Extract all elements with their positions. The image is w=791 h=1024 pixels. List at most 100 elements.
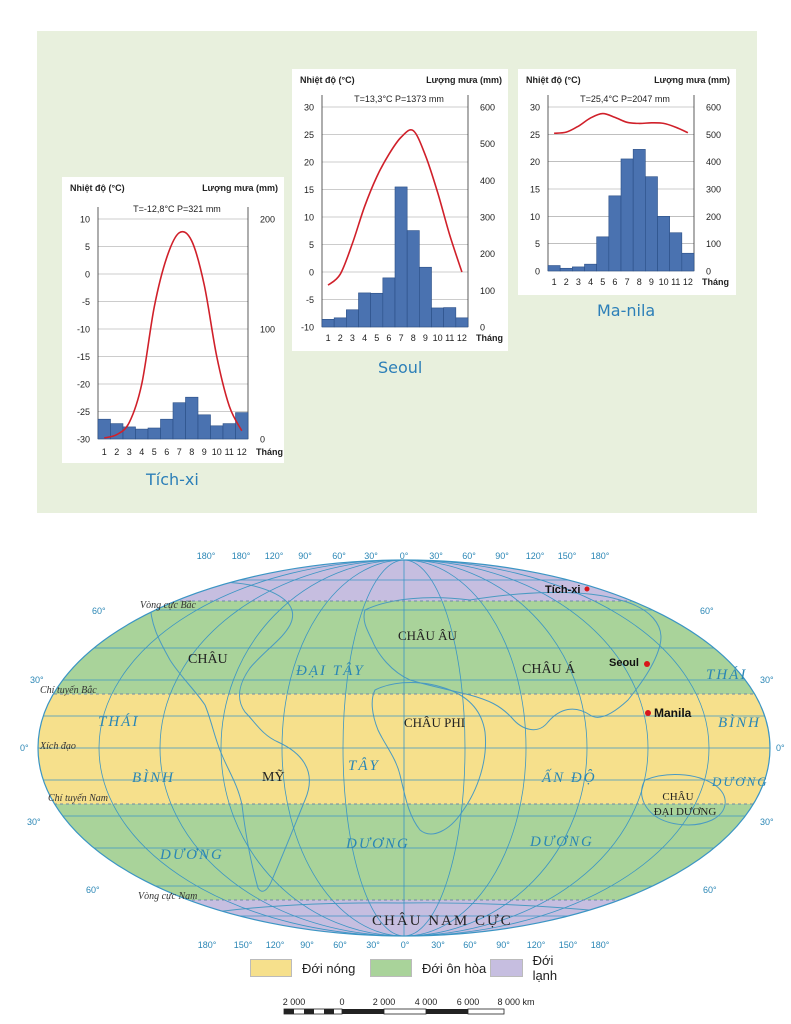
- month-label: 8: [189, 447, 194, 457]
- rain-bar: [455, 317, 469, 328]
- chart-card-manila: 30 25 20 15 10 5 0 600 500 400 300 200 100 0 1 2 3 4 5 6 7 8 9…: [518, 69, 736, 295]
- lat-label-n60-right: 60°: [700, 606, 714, 616]
- chart-annotation: T=13,3°C P=1373 mm: [354, 94, 444, 104]
- right-tick-label: 500: [480, 139, 495, 149]
- right-tick-label: 100: [706, 239, 721, 249]
- city-markers: Tích-xi Seoul Manila: [545, 584, 692, 720]
- month-label: 4: [588, 277, 593, 287]
- left-tick-label: -15: [77, 352, 90, 362]
- ocean-label-atlantic-3: DƯƠNG: [345, 836, 410, 852]
- month-label: 8: [411, 333, 416, 343]
- top-lon-label: 60°: [332, 551, 346, 561]
- left-tick-label: 25: [304, 130, 314, 140]
- scale-label: 4 000: [415, 997, 438, 1007]
- month-label: 4: [362, 333, 367, 343]
- top-lon-label: 180°: [591, 551, 610, 561]
- left-tick-label: 5: [85, 242, 90, 252]
- top-lon-label: 90°: [495, 551, 509, 561]
- top-lon-label: 30°: [429, 551, 443, 561]
- arctic-circle-label: Vòng cực Bắc: [140, 600, 197, 611]
- bottom-longitude-labels: 180° 150° 120° 90° 60° 30° 0° 30° 60° 90…: [198, 940, 610, 950]
- scale-bar: 2 000 0 2 000 4 000 6 000 8 000 km: [283, 997, 535, 1015]
- month-label: 3: [127, 447, 132, 457]
- tropic-cancer-label: Chí tuyến Bắc: [40, 685, 97, 696]
- chart-card-tiksi: 10 5 0 -5 -10 -15 -20 -25 -30 200 100 0 1 2 3 4 5 6 7 8 9 10 1…: [62, 177, 284, 463]
- rain-bar: [370, 292, 384, 328]
- month-label: 9: [202, 447, 207, 457]
- ocean-label-pacific-w2: BÌNH: [132, 769, 175, 786]
- left-tick-label: 10: [530, 212, 540, 222]
- left-tick-label: -5: [306, 295, 314, 305]
- rain-bar: [406, 230, 420, 328]
- top-lon-label: 30°: [364, 551, 378, 561]
- legend-item-temperate: Đới ôn hòa: [370, 958, 486, 978]
- latitude-labels: 60° 60° 30° 30° 0° 0° 30° 30° 60° 60°: [20, 606, 785, 895]
- rain-bar: [333, 317, 347, 328]
- ocean-label-atlantic-2: TÂY: [348, 757, 380, 774]
- month-label: 7: [625, 277, 630, 287]
- ocean-label-pacific-w3: DƯƠNG: [159, 847, 224, 863]
- month-label: 2: [338, 333, 343, 343]
- continent-label-oceania-1: CHÂU: [662, 791, 693, 803]
- left-tick-label: 20: [530, 157, 540, 167]
- chart-annotation: T=-12,8°C P=321 mm: [133, 204, 221, 214]
- tropic-capricorn-label: Chí tuyến Nam: [48, 793, 108, 804]
- month-label: 11: [445, 333, 454, 343]
- right-tick-label: 0: [260, 435, 265, 445]
- bottom-lon-label: 0°: [401, 940, 410, 950]
- rain-bar: [197, 414, 211, 440]
- right-axis-title: Lượng mưa (mm): [202, 183, 278, 193]
- left-tick-label: -10: [77, 325, 90, 335]
- lat-label-n30-right: 30°: [760, 675, 774, 685]
- ocean-label-indian-1: ẤN ĐỘ: [541, 769, 597, 786]
- right-tick-label: 400: [480, 176, 495, 186]
- rain-bar: [210, 425, 224, 440]
- month-label: 9: [649, 277, 654, 287]
- city-dot-tiksi: [584, 586, 590, 592]
- city-label-manila: Manila: [654, 706, 692, 720]
- legend-item-hot: Đới nóng: [250, 958, 355, 978]
- bottom-lon-label: 180°: [591, 940, 610, 950]
- city-dot-seoul: [644, 661, 650, 667]
- scale-label: 6 000: [457, 997, 480, 1007]
- map-border: [37, 559, 771, 937]
- city-label-seoul: Seoul: [609, 657, 639, 669]
- month-label: 7: [177, 447, 182, 457]
- rain-bar: [147, 427, 161, 440]
- scale-label: 0: [339, 997, 344, 1007]
- month-label: 6: [164, 447, 169, 457]
- month-label: 12: [457, 333, 467, 343]
- right-tick-label: 100: [260, 325, 275, 335]
- continent-label-america-2: MỸ: [262, 769, 285, 785]
- legend-label-hot: Đới nóng: [302, 960, 356, 976]
- right-axis-title: Lượng mưa (mm): [654, 75, 730, 85]
- rain-bar: [321, 319, 335, 328]
- lat-label-eq-right: 0°: [776, 743, 785, 753]
- rain-bar: [584, 263, 597, 272]
- left-tick-label: 10: [304, 213, 314, 223]
- ocean-label-pacific-e2: BÌNH: [718, 714, 761, 731]
- bottom-lon-label: 120°: [527, 940, 546, 950]
- ocean-label-pacific-w1: THÁI: [98, 713, 139, 730]
- rain-bar: [608, 195, 622, 272]
- right-tick-label: 500: [706, 130, 721, 140]
- continent-label-oceania-2: ĐẠI DƯƠNG: [654, 806, 717, 818]
- continent-label-africa: CHÂU PHI: [404, 715, 465, 730]
- month-label: 10: [659, 277, 669, 287]
- top-longitude-labels: 180° 180° 120° 90° 60° 30° 0° 30° 60° 90…: [197, 551, 610, 561]
- rain-bar: [681, 252, 695, 272]
- legend-label-cold: Đới lạnh: [532, 953, 558, 983]
- bottom-lon-label: 90°: [496, 940, 510, 950]
- left-tick-label: 15: [530, 185, 540, 195]
- world-map-svg: 180° 180° 120° 90° 60° 30° 0° 30° 60° 90…: [20, 551, 785, 950]
- month-label: 10: [433, 333, 443, 343]
- rain-bar: [97, 418, 111, 440]
- left-axis-title: Nhiệt độ (°C): [70, 183, 125, 193]
- left-tick-label: -10: [301, 323, 314, 333]
- bottom-lon-label: 60°: [463, 940, 477, 950]
- rain-bar: [669, 232, 683, 272]
- rain-bar: [135, 428, 149, 440]
- month-label: 4: [139, 447, 144, 457]
- continent-label-europe: CHÂU ÂU: [398, 628, 457, 643]
- month-label: 10: [212, 447, 222, 457]
